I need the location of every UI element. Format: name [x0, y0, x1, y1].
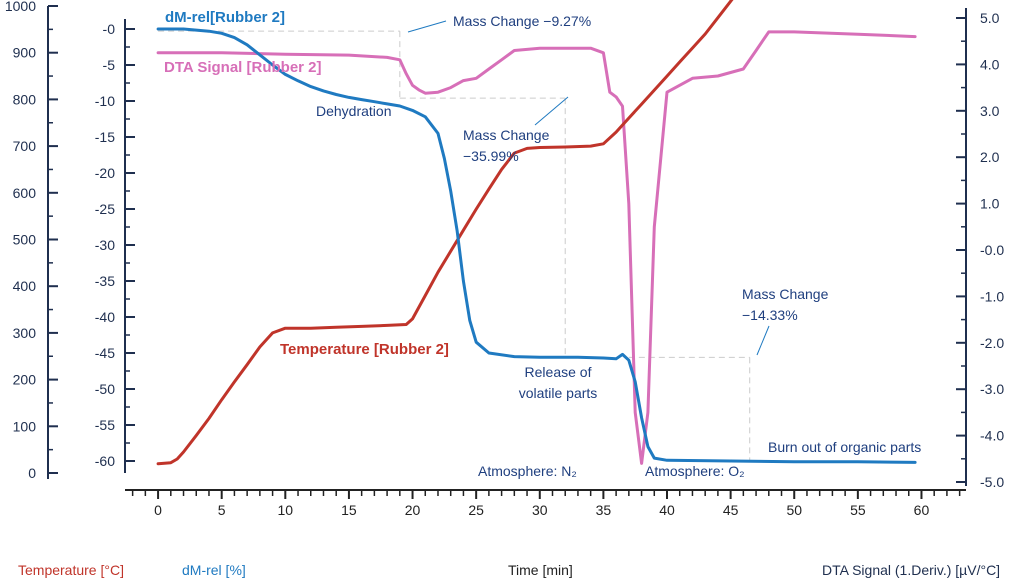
dm-rel-tick-label: -0 — [103, 21, 116, 37]
temperature-axis-title: Temperature [°C] — [18, 562, 124, 578]
series-lines — [156, 0, 917, 466]
temperature-tick-label: 200 — [13, 372, 37, 388]
dta-tick-label: 4.0 — [980, 56, 1000, 72]
dta-tick-label: 2.0 — [980, 149, 1000, 165]
dta-series-line — [156, 30, 917, 465]
tick-labels: 01002003004005006007008009001000-0-5-10-… — [5, 0, 1004, 518]
tga-chart: 01002003004005006007008009001000-0-5-10-… — [5, 0, 1004, 518]
time-tick-label: 0 — [154, 502, 162, 518]
dta-tick-label: -2.0 — [980, 335, 1004, 351]
dta-tick-label: -3.0 — [980, 381, 1004, 397]
temperature-tick-label: 700 — [13, 138, 37, 154]
mass-change-3-leader — [756, 325, 770, 356]
temperature-tick-label: 1000 — [5, 0, 36, 14]
temperature-tick-label: 900 — [13, 45, 37, 61]
time-tick-label: 35 — [596, 502, 612, 518]
dm-rel-tick-label: -50 — [95, 381, 115, 397]
dm-rel-tick-label: -30 — [95, 237, 115, 253]
time-axis-title: Time [min] — [508, 562, 573, 578]
time-tick-label: 15 — [341, 502, 357, 518]
release-volatile-label: volatile parts — [519, 385, 598, 401]
time-tick-label: 5 — [218, 502, 226, 518]
dta-tick-label: -1.0 — [980, 288, 1004, 304]
time-tick-label: 10 — [278, 502, 294, 518]
mass-change-1-label: Mass Change −9.27% — [453, 13, 591, 29]
axes — [47, 5, 967, 499]
dta-tick-label: -5.0 — [980, 474, 1004, 490]
temperature-series-line — [156, 0, 734, 466]
dta-tick-label: 3.0 — [980, 103, 1000, 119]
temperature-tick-label: 800 — [13, 91, 37, 107]
temperature-tick-label: 500 — [13, 232, 37, 248]
dm-rel-tick-label: -40 — [95, 309, 115, 325]
temperature-tick-label: 300 — [13, 325, 37, 341]
time-tick-label: 20 — [405, 502, 421, 518]
temperature-tick-label: 0 — [28, 465, 36, 481]
dm-rel-tick-label: -35 — [95, 273, 115, 289]
dm-rel-tick-label: -25 — [95, 201, 115, 217]
dm-rel-tick-label: -20 — [95, 165, 115, 181]
mass-change-2-label: −35.99% — [463, 148, 519, 164]
atmosphere-n2-label: Atmosphere: N₂ — [478, 463, 577, 479]
time-tick-label: 45 — [723, 502, 739, 518]
dm-rel-tick-label: -15 — [95, 129, 115, 145]
dm-rel-tick-label: -10 — [95, 93, 115, 109]
burn-out-label: Burn out of organic parts — [768, 439, 921, 455]
mass-change-1-leader — [407, 20, 447, 33]
time-tick-label: 40 — [659, 502, 675, 518]
annotations: Temperature [Rubber 2] dM-rel[Rubber 2] DT… — [164, 9, 921, 479]
mass-change-2-label: Mass Change — [463, 127, 550, 143]
mass-change-3-label: Mass Change — [742, 286, 829, 302]
dta-tick-label: 5.0 — [980, 10, 1000, 26]
temperature-series-label: Temperature [Rubber 2] — [280, 341, 449, 358]
dta-axis-title: DTA Signal (1.Deriv.) [µV/°C] — [822, 562, 1001, 578]
time-tick-label: 30 — [532, 502, 548, 518]
time-tick-label: 60 — [914, 502, 930, 518]
mass-change-3-label: −14.33% — [742, 307, 798, 323]
dehydration-label: Dehydration — [316, 103, 392, 119]
mass-change-2-leader — [534, 96, 569, 126]
dta-tick-label: 1.0 — [980, 196, 1000, 212]
dm-rel-axis-title: dM-rel [%] — [182, 562, 246, 578]
time-tick-label: 50 — [786, 502, 802, 518]
temperature-tick-label: 400 — [13, 278, 37, 294]
dta-tick-label: -0.0 — [980, 242, 1004, 258]
dm-rel-tick-label: -60 — [95, 453, 115, 469]
dm-rel-series-label: dM-rel[Rubber 2] — [165, 9, 285, 26]
time-tick-label: 25 — [468, 502, 484, 518]
dm-rel-series-line — [156, 27, 917, 464]
dta-series-label: DTA Signal [Rubber 2] — [164, 59, 322, 76]
dm-rel-tick-label: -55 — [95, 417, 115, 433]
dta-tick-label: -4.0 — [980, 428, 1004, 444]
time-tick-label: 55 — [850, 502, 866, 518]
temperature-tick-label: 600 — [13, 185, 37, 201]
release-volatile-label: Release of — [525, 364, 592, 380]
atmosphere-o2-label: Atmosphere: O₂ — [645, 463, 745, 479]
dm-rel-tick-label: -45 — [95, 345, 115, 361]
temperature-tick-label: 100 — [13, 418, 37, 434]
dm-rel-tick-label: -5 — [103, 57, 116, 73]
